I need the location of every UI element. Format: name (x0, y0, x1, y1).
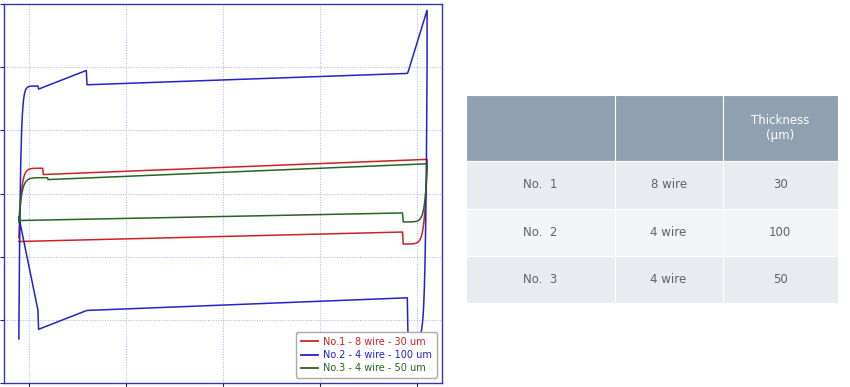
Text: 50: 50 (773, 273, 788, 286)
FancyBboxPatch shape (615, 161, 722, 209)
FancyBboxPatch shape (466, 161, 615, 209)
FancyBboxPatch shape (615, 256, 722, 303)
FancyBboxPatch shape (466, 95, 615, 161)
Text: No.  3: No. 3 (523, 273, 558, 286)
Text: No.  2: No. 2 (523, 226, 558, 239)
FancyBboxPatch shape (466, 209, 615, 256)
FancyBboxPatch shape (615, 95, 722, 161)
Text: 4 wire: 4 wire (650, 273, 687, 286)
Text: 4 wire: 4 wire (650, 226, 687, 239)
FancyBboxPatch shape (466, 256, 615, 303)
Text: Thickness
(μm): Thickness (μm) (751, 114, 809, 142)
Text: 30: 30 (773, 178, 788, 192)
FancyBboxPatch shape (722, 95, 838, 161)
FancyBboxPatch shape (615, 209, 722, 256)
Text: 100: 100 (769, 226, 791, 239)
Legend: No.1 - 8 wire - 30 um, No.2 - 4 wire - 100 um, No.3 - 4 wire - 50 um: No.1 - 8 wire - 30 um, No.2 - 4 wire - 1… (296, 332, 437, 378)
Text: 8 wire: 8 wire (650, 178, 687, 192)
Text: No.  1: No. 1 (523, 178, 558, 192)
FancyBboxPatch shape (722, 161, 838, 209)
FancyBboxPatch shape (722, 209, 838, 256)
FancyBboxPatch shape (722, 256, 838, 303)
